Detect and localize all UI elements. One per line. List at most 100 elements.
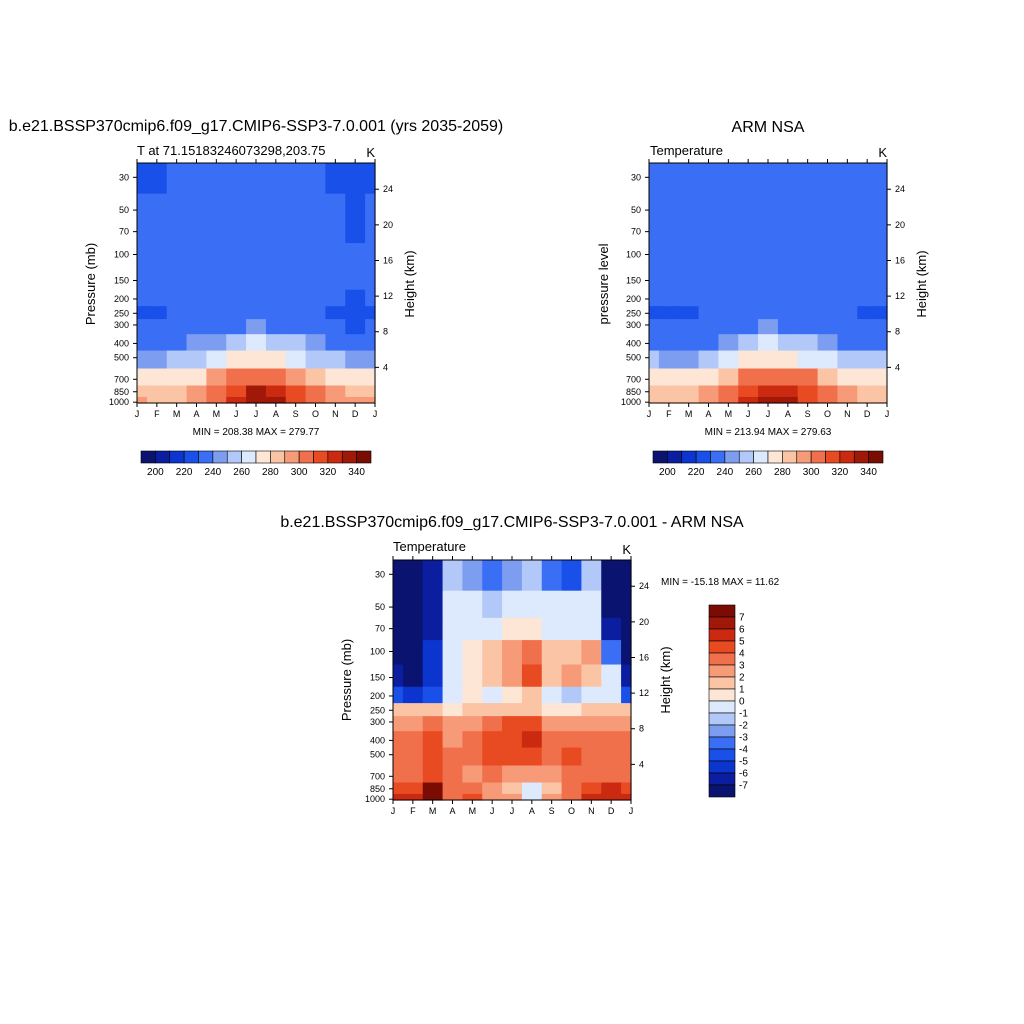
obs-cell <box>777 334 799 352</box>
obs-cell <box>817 220 839 244</box>
diff-cell <box>402 560 424 592</box>
model-cell <box>305 319 327 335</box>
diff-cell <box>561 782 583 795</box>
model-cell <box>285 306 307 320</box>
obs-cell <box>817 368 839 387</box>
panel-obs-minmax: MIN = 213.94 MAX = 279.63 <box>705 427 832 438</box>
diff-cell <box>402 716 424 732</box>
obs-cell <box>649 163 660 195</box>
obs-cell <box>777 368 799 387</box>
diff-cell <box>393 686 404 704</box>
obs-ytick-label: 1000 <box>621 397 641 407</box>
model-xtick-label: J <box>135 409 140 419</box>
obs-cell <box>797 193 819 222</box>
obs-xtick-label: A <box>785 409 791 419</box>
obs-colorbar-swatch <box>753 450 769 464</box>
model-cell <box>285 396 307 404</box>
diff-cell <box>482 703 503 717</box>
diff-xtick-label: S <box>549 806 555 816</box>
model-cell <box>246 334 267 352</box>
obs-ytick-label: 250 <box>626 308 641 318</box>
obs-cell <box>837 319 858 335</box>
obs-cell <box>718 243 739 269</box>
diff-cell <box>502 590 523 619</box>
model-cell <box>246 396 267 404</box>
model-cell <box>146 306 168 320</box>
diff-cell <box>442 716 464 732</box>
obs-colorbar-swatch <box>839 450 855 464</box>
diff-ytick-label: 50 <box>375 602 385 612</box>
obs-ytick-right-label: 20 <box>895 220 905 230</box>
diff-ytick-right-label: 24 <box>639 581 649 591</box>
diff-cell <box>601 664 622 688</box>
panel-obs: ARM NSA Temperature K J F M A M J J A S O N D J 30 50 7… <box>596 119 929 478</box>
obs-xtick-label: N <box>844 409 851 419</box>
diff-cell <box>462 664 483 688</box>
diff-cell <box>402 686 424 704</box>
model-colorbar-swatch <box>327 450 343 464</box>
model-cell <box>137 396 148 404</box>
model-colorbar-swatch <box>341 450 357 464</box>
obs-cell <box>658 319 680 335</box>
obs-colorbar-swatch <box>825 450 841 464</box>
panel-model-title: b.e21.BSSP370cmip6.f09_g17.CMIP6-SSP3-7.… <box>9 118 504 135</box>
model-cell <box>166 220 188 244</box>
model-cell <box>285 289 307 307</box>
obs-colorbar-label: 280 <box>774 467 791 478</box>
obs-colorbar-label: 240 <box>717 467 734 478</box>
diff-cell <box>393 716 404 732</box>
obs-cell <box>857 289 878 307</box>
diff-cell <box>422 793 444 801</box>
diff-cell <box>393 560 404 592</box>
obs-colorbar-label: 340 <box>860 467 877 478</box>
obs-xtick-label: J <box>746 409 751 419</box>
obs-cell <box>718 350 739 370</box>
obs-cell <box>738 334 759 352</box>
model-cell <box>186 385 208 398</box>
model-cell <box>166 350 188 370</box>
obs-cell <box>797 220 819 244</box>
obs-cell <box>837 368 858 387</box>
obs-cell <box>777 193 799 222</box>
diff-cell <box>502 716 523 732</box>
model-cell <box>285 334 307 352</box>
diff-colorbar-label: 2 <box>739 673 745 684</box>
diff-cell <box>621 590 632 619</box>
model-cell <box>265 289 287 307</box>
model-cell <box>325 193 346 222</box>
obs-cell <box>718 396 739 404</box>
model-cell <box>137 306 148 320</box>
diff-colorbar-label: 7 <box>739 613 745 624</box>
model-cell <box>166 396 188 404</box>
diff-colorbar-label: -2 <box>739 721 748 732</box>
model-colorbar-swatch <box>155 450 171 464</box>
obs-ytick-label: 300 <box>626 320 641 330</box>
obs-cell <box>718 220 739 244</box>
model-cell <box>226 220 247 244</box>
model-cell <box>345 193 366 222</box>
obs-ytick-label: 70 <box>631 227 641 237</box>
obs-cell <box>758 306 779 320</box>
panel-diff-ylabel: Pressure (mb) <box>339 639 354 721</box>
diff-cell <box>462 560 483 592</box>
obs-cell <box>758 334 779 352</box>
model-cell <box>226 163 247 195</box>
obs-colorbar-swatch <box>652 450 668 464</box>
obs-cell <box>857 396 878 404</box>
obs-cell <box>758 163 779 195</box>
diff-cell <box>422 640 444 666</box>
diff-cell <box>402 765 424 784</box>
model-cell <box>305 289 327 307</box>
model-cell <box>305 368 327 387</box>
obs-cell <box>678 396 700 404</box>
diff-cell <box>482 686 503 704</box>
diff-cell <box>502 686 523 704</box>
obs-cell <box>758 319 779 335</box>
panel-obs-units-label: K <box>878 145 887 160</box>
model-cell <box>305 163 327 195</box>
obs-cell <box>738 306 759 320</box>
model-colorbar-swatch <box>356 450 372 464</box>
diff-cell <box>521 731 543 749</box>
obs-cell <box>698 396 720 404</box>
diff-cell <box>402 664 424 688</box>
